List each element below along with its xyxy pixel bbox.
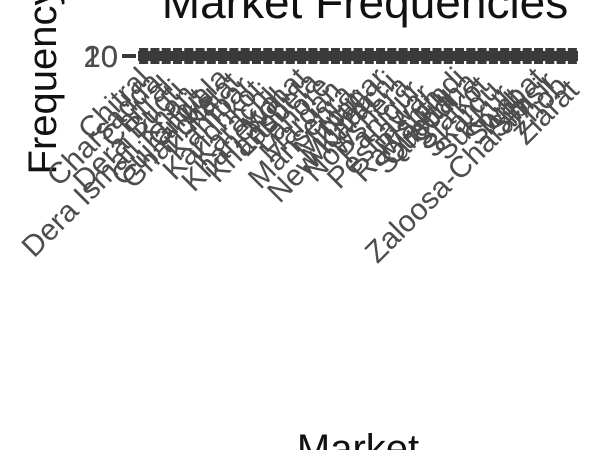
bar: [195, 48, 205, 64]
bar: [567, 48, 577, 64]
bar: [455, 48, 465, 64]
bar: [353, 48, 363, 64]
bar: [421, 48, 431, 64]
bar: [342, 48, 352, 64]
bar: [488, 48, 498, 64]
bar: [534, 48, 544, 64]
bar: [330, 48, 340, 64]
bar: [556, 48, 566, 64]
bar: [387, 48, 397, 64]
bar: [319, 48, 329, 64]
bar: [285, 48, 295, 64]
bar: [218, 48, 228, 64]
bar: [172, 48, 182, 64]
chart-title: Market Frequencies: [162, 0, 569, 28]
bar: [251, 48, 261, 64]
y-tick-label: 20: [84, 39, 118, 74]
bar: [184, 48, 194, 64]
bar: [545, 48, 555, 64]
bar: [274, 48, 284, 64]
y-tick-label: 10: [84, 39, 118, 74]
y-tick-label: 0: [101, 39, 118, 74]
bar: [150, 48, 160, 64]
bar: [511, 48, 521, 64]
bar: [161, 48, 171, 64]
bar: [398, 48, 408, 64]
bar: [500, 48, 510, 64]
bar: [409, 48, 419, 64]
y-axis-title: Frequency: [21, 0, 65, 174]
bar: [229, 48, 239, 64]
bar: [522, 48, 532, 64]
bar: [477, 48, 487, 64]
x-axis-title: Market: [297, 427, 419, 450]
bars: [138, 48, 578, 64]
bar: [263, 48, 273, 64]
bar: [376, 48, 386, 64]
bar: [139, 48, 149, 64]
bar: [364, 48, 374, 64]
bar: [466, 48, 476, 64]
bar: [443, 48, 453, 64]
bar: [297, 48, 307, 64]
bar: [206, 48, 216, 64]
bar: [432, 48, 442, 64]
bar: [308, 48, 318, 64]
bar: [240, 48, 250, 64]
